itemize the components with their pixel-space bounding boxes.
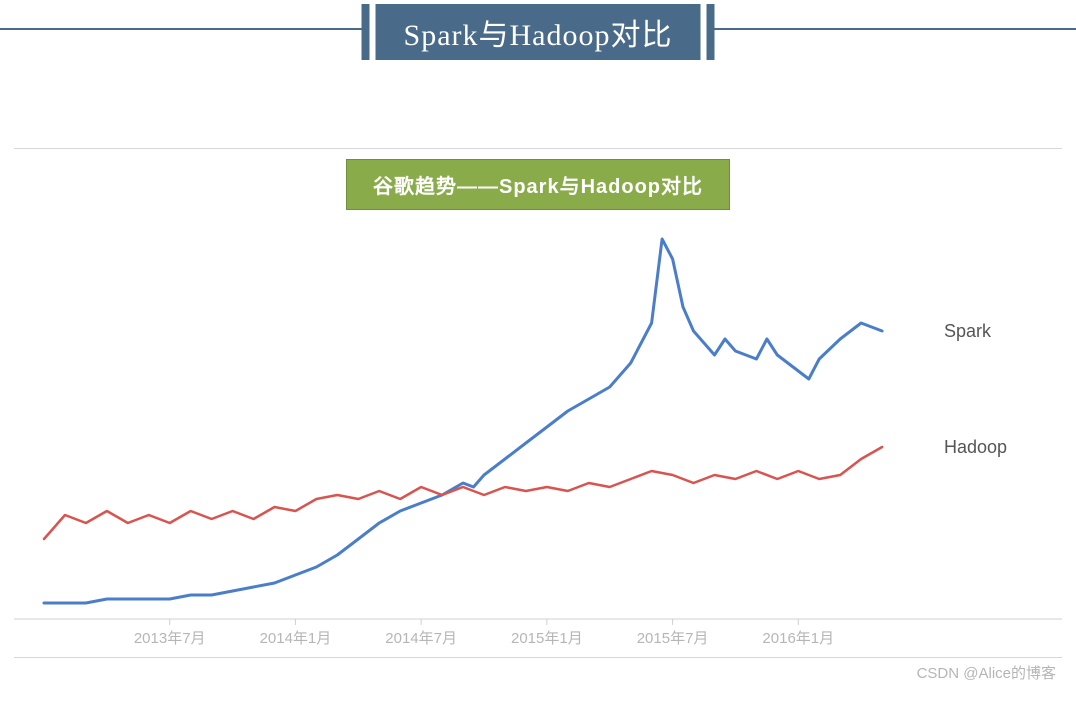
line-chart: 2013年7月 2014年1月 2014年7月 2015年1月 2015年7月 2016年…	[14, 149, 1062, 659]
series-label-hadoop: Hadoop	[944, 437, 1007, 457]
page-title: Spark与Hadoop对比	[370, 4, 707, 60]
series-line-hadoop	[44, 447, 882, 539]
chart-container: 谷歌趋势——Spark与Hadoop对比 2013年7月2014年1月2014年…	[14, 148, 1062, 658]
x-tick-label: 2015年1月	[511, 630, 583, 647]
x-tick-label: 2016年1月	[762, 630, 834, 647]
x-tick-label: 2015年7月	[637, 630, 709, 647]
series-line-spark	[44, 239, 882, 603]
x-tick-label: 2014年1月	[260, 630, 332, 647]
series-label-spark: Spark	[944, 321, 992, 341]
watermark: CSDN @Alice的博客	[917, 662, 1056, 683]
x-tick-label: 2013年7月	[134, 630, 206, 647]
x-tick-label: 2014年7月	[385, 630, 457, 647]
